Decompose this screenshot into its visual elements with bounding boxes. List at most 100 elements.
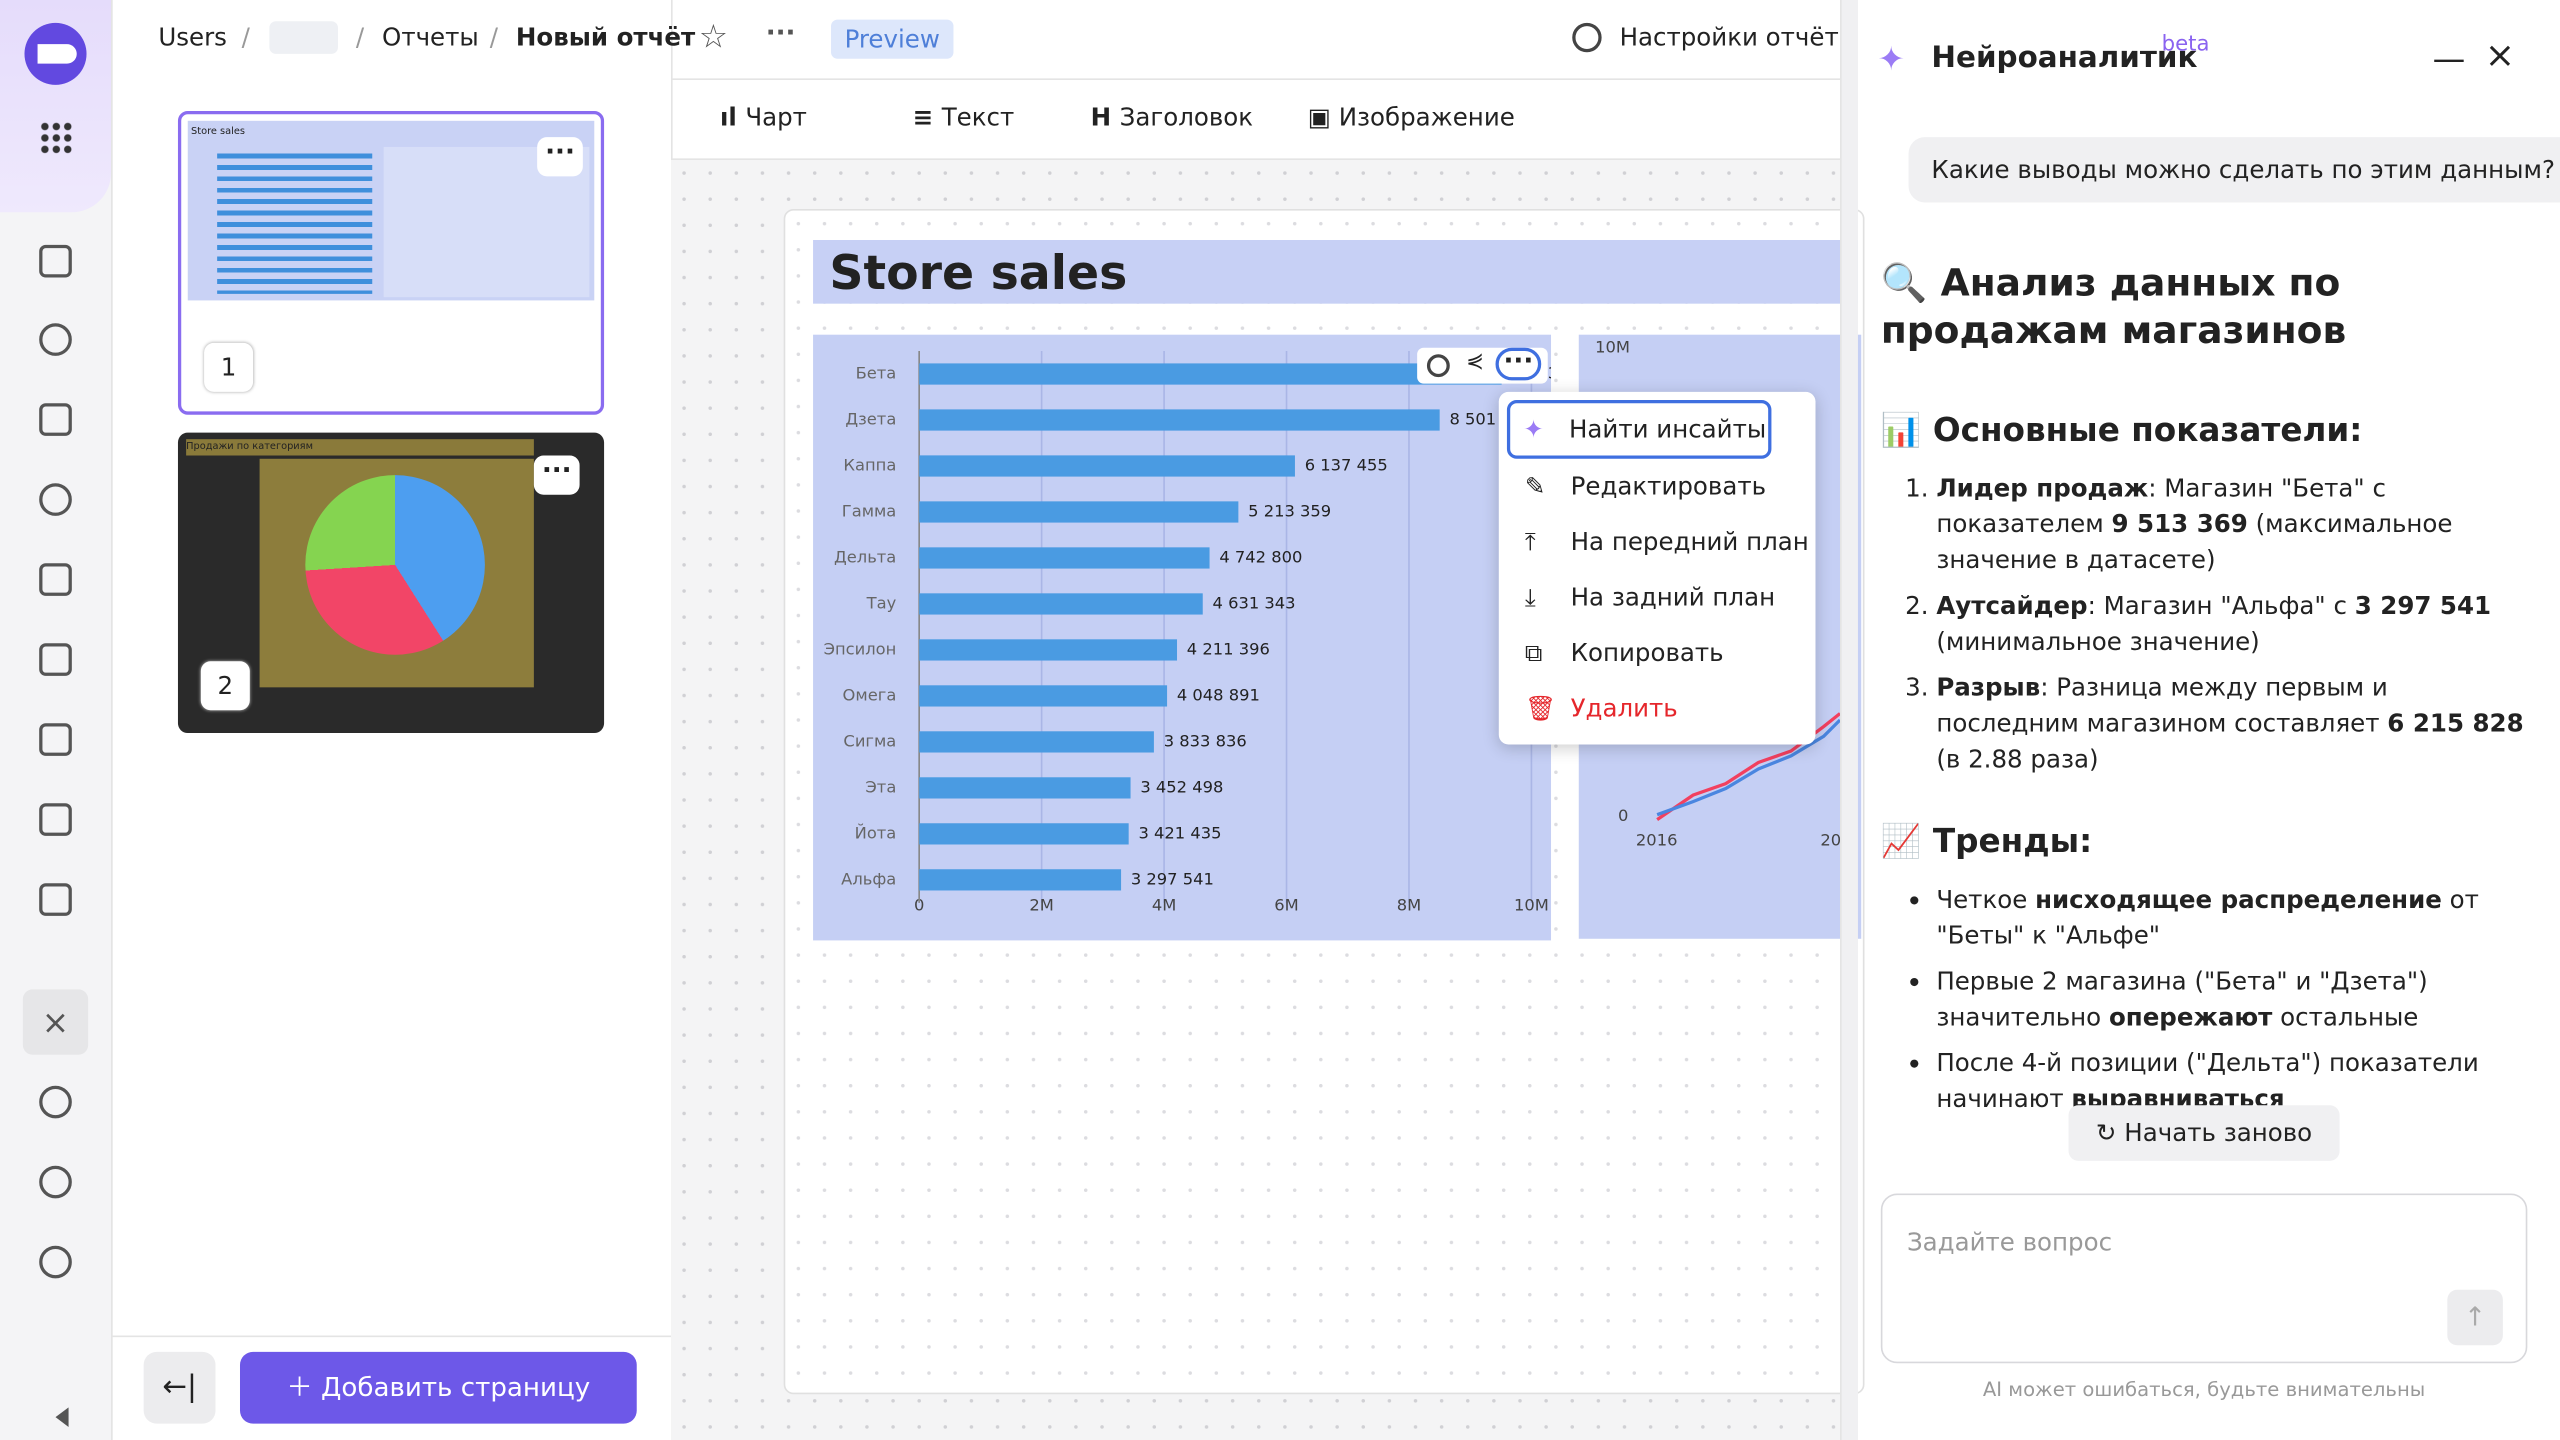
add-page-button[interactable]: ＋ Добавить страницу bbox=[239, 1351, 637, 1424]
bold-text: Разрыв bbox=[1936, 672, 2041, 703]
y-tick-label: Сигма bbox=[843, 731, 896, 750]
nav-icon[interactable] bbox=[39, 563, 72, 596]
text: После 4-й позиции ("Дельта") показатели … bbox=[1936, 1048, 2479, 1114]
bar bbox=[919, 639, 1178, 661]
settings-icon[interactable] bbox=[1572, 22, 1602, 53]
nav-icon[interactable] bbox=[39, 643, 72, 676]
menu-label: Копировать bbox=[1570, 638, 1724, 668]
thumb-bars bbox=[217, 153, 373, 294]
thumb-menu[interactable]: ··· bbox=[533, 455, 580, 495]
bar bbox=[919, 409, 1440, 431]
minimize-button[interactable]: — bbox=[2432, 39, 2466, 79]
page-thumb[interactable]: Продажи по категориям ··· 2 bbox=[177, 432, 605, 734]
answer-item: Разрыв: Разница между первым и последним… bbox=[1936, 669, 2534, 777]
settings-icon[interactable] bbox=[39, 1245, 72, 1279]
line bbox=[1656, 718, 1842, 817]
line-chart-fragment bbox=[1656, 712, 1842, 821]
separator: / bbox=[355, 22, 365, 53]
nav-sidebar bbox=[0, 0, 113, 1440]
preview-badge[interactable]: Preview bbox=[831, 19, 954, 59]
menu-item[interactable]: ⤓ На задний план bbox=[1524, 582, 1776, 613]
y-label: 0 bbox=[1617, 808, 1629, 827]
y-tick-label: Каппа bbox=[843, 455, 896, 474]
more-icon[interactable]: ··· bbox=[765, 16, 796, 48]
question-input[interactable]: Задайте вопрос ↑ bbox=[1880, 1193, 2528, 1364]
answer-item: После 4-й позиции ("Дельта") показатели … bbox=[1936, 1045, 2534, 1117]
line bbox=[1656, 712, 1842, 821]
nav-icon[interactable] bbox=[39, 244, 72, 278]
y-tick-label: Дельта bbox=[834, 547, 896, 566]
help-icon[interactable] bbox=[39, 1085, 72, 1119]
apps-icon[interactable] bbox=[39, 120, 72, 154]
value-label: 5 213 359 bbox=[1248, 501, 1331, 520]
menu-item[interactable]: 🗑 Удалить bbox=[1524, 693, 1678, 724]
menu-label: Редактировать bbox=[1570, 471, 1767, 502]
widget-controls: ⋞ ··· bbox=[1417, 347, 1548, 384]
bar bbox=[919, 593, 1203, 615]
header bbox=[671, 0, 1840, 80]
logo[interactable] bbox=[24, 22, 87, 85]
nav-icon[interactable] bbox=[39, 723, 72, 756]
breadcrumb-current: Новый отчёт bbox=[515, 22, 696, 53]
toolbar-item[interactable]: H Заголовок bbox=[1090, 102, 1254, 133]
text: (минимальное значение) bbox=[1936, 626, 2260, 657]
page-number: 1 bbox=[204, 342, 254, 392]
favorite-icon[interactable]: ☆ bbox=[698, 16, 729, 56]
toolbar-label: Изображение bbox=[1338, 102, 1515, 133]
debug-icon[interactable] bbox=[39, 1165, 72, 1199]
nav-icon[interactable] bbox=[39, 483, 72, 516]
send-button[interactable]: ↑ bbox=[2447, 1289, 2503, 1346]
breadcrumb[interactable]: Users bbox=[158, 22, 227, 53]
page-thumb[interactable]: Store sales ··· 1 bbox=[177, 111, 605, 415]
text: Четкое bbox=[1936, 884, 2036, 915]
separator: / bbox=[241, 22, 250, 53]
nav-icon[interactable] bbox=[39, 803, 72, 836]
y-tick-label: Эта bbox=[865, 777, 896, 796]
widget-share[interactable]: ⋞ bbox=[1466, 349, 1484, 374]
thumb-menu[interactable]: ··· bbox=[537, 136, 583, 177]
hidden-crumb[interactable] bbox=[269, 21, 338, 54]
x-label: 20 bbox=[1820, 832, 1842, 851]
panel-splitter[interactable] bbox=[1839, 0, 1858, 1440]
collapse-icon[interactable] bbox=[46, 1407, 69, 1427]
bar bbox=[919, 777, 1131, 799]
menu-label: Удалить bbox=[1570, 693, 1678, 724]
bold-text: 9 513 369 bbox=[2111, 509, 2248, 539]
bold-text: нисходящее распределение bbox=[2035, 884, 2442, 915]
breadcrumb[interactable]: Отчеты bbox=[382, 22, 479, 53]
nav-icon[interactable] bbox=[39, 323, 72, 356]
y-tick-label: Тау bbox=[866, 593, 897, 612]
bar bbox=[919, 823, 1129, 845]
bar bbox=[919, 547, 1210, 569]
x-tick-label: 2M bbox=[1029, 896, 1053, 915]
y-tick-label: Бета bbox=[856, 364, 897, 383]
ai-icon: ✦ bbox=[1877, 39, 1905, 79]
toolbar-item[interactable]: ıl Чарт bbox=[720, 102, 807, 133]
x-label: 2016 bbox=[1635, 832, 1678, 851]
toolbar-label: Чарт bbox=[745, 102, 807, 133]
answer-heading: 🔍 Анализ данных по продажам магазинов bbox=[1880, 262, 2347, 353]
y-label: 10M bbox=[1595, 339, 1630, 358]
separator: / bbox=[489, 22, 499, 53]
report-settings[interactable]: Настройки отчёта bbox=[1619, 22, 1854, 53]
menu-item[interactable]: ⧉ Копировать bbox=[1524, 638, 1724, 668]
close-button[interactable]: × bbox=[2484, 35, 2515, 77]
nav-icon[interactable] bbox=[39, 403, 72, 436]
nav-icon[interactable] bbox=[39, 883, 72, 916]
bar bbox=[919, 731, 1154, 753]
toolbar-item[interactable]: ▣ Изображение bbox=[1307, 102, 1515, 133]
divider bbox=[111, 1335, 672, 1338]
menu-item[interactable]: ⤒ На передний план bbox=[1524, 527, 1809, 557]
bold-text: Аутсайдер bbox=[1936, 591, 2088, 621]
restart-button[interactable]: ↻ Начать заново bbox=[2068, 1105, 2340, 1161]
widget-settings[interactable] bbox=[1426, 354, 1450, 378]
menu-item[interactable]: ✎ Редактировать bbox=[1524, 471, 1767, 502]
menu-item[interactable]: ✦ Найти инсайты bbox=[1506, 399, 1772, 459]
chart-widget[interactable]: 02M4M6M8M10MБета9 513 369Дзета8 501 271К… bbox=[813, 334, 1552, 941]
title-widget[interactable]: Store sales bbox=[813, 239, 1858, 304]
toolbar-item[interactable]: ≡ Текст bbox=[912, 102, 1015, 133]
close-nav[interactable]: × bbox=[22, 989, 89, 1055]
collapse-pages[interactable]: ←| bbox=[143, 1351, 216, 1424]
widget-more[interactable]: ··· bbox=[1495, 347, 1542, 381]
